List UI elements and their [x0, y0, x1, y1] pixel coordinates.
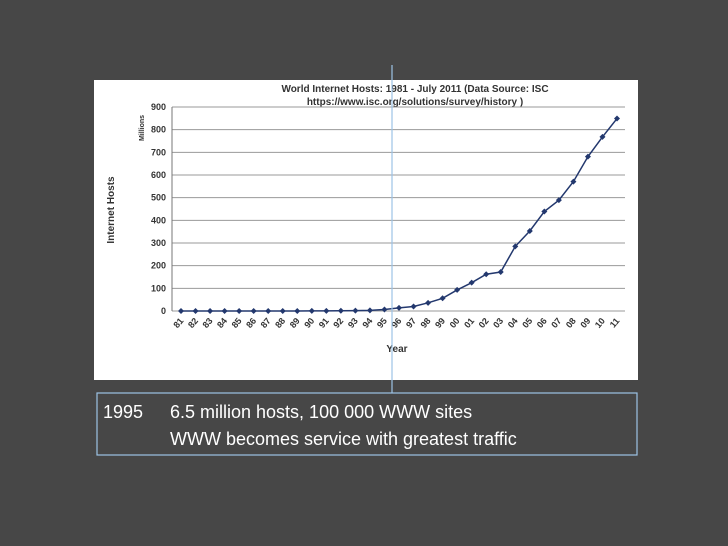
y-tick-label: 0 [161, 306, 166, 316]
x-tick-label: 88 [273, 316, 287, 330]
chart-subtitle: https://www.isc.org/solutions/survey/his… [307, 97, 523, 108]
data-point [337, 307, 344, 314]
x-tick-label: 92 [331, 316, 345, 330]
y-tick-label: 800 [151, 125, 166, 135]
y-tick-label: 900 [151, 102, 166, 112]
x-tick-label: 02 [477, 316, 491, 330]
x-tick-label: 06 [535, 316, 549, 330]
caption-line: WWW becomes service with greatest traffi… [170, 429, 517, 449]
x-tick-label: 89 [288, 316, 302, 330]
chart: World Internet Hosts: 1981 - July 2011 (… [106, 84, 625, 355]
data-point [279, 308, 286, 314]
x-tick-label: 07 [549, 316, 563, 330]
data-point [483, 271, 490, 278]
data-point [308, 307, 315, 314]
data-point [236, 308, 243, 314]
caption-box [96, 392, 638, 456]
x-tick-label: 05 [520, 316, 534, 330]
chart-title: World Internet Hosts: 1981 - July 2011 (… [281, 84, 548, 95]
data-point [294, 307, 301, 314]
x-tick-label: 82 [186, 316, 200, 330]
x-tick-label: 83 [201, 316, 215, 330]
x-tick-label: 97 [404, 316, 418, 330]
x-tick-label: 93 [346, 316, 360, 330]
data-point [352, 307, 359, 314]
data-point [381, 306, 388, 313]
data-point [265, 308, 272, 314]
data-point [526, 227, 533, 234]
x-axis-label: Year [386, 344, 407, 355]
y-tick-label: 300 [151, 238, 166, 248]
data-point [555, 197, 562, 204]
data-point [454, 286, 461, 293]
x-tick-label: 03 [491, 316, 505, 330]
x-tick-label: 96 [389, 316, 403, 330]
x-tick-label: 09 [578, 316, 592, 330]
x-tick-label: 04 [506, 316, 520, 330]
data-point [396, 304, 402, 311]
caption-year: 1995 [103, 402, 143, 422]
data-point [439, 295, 446, 302]
chart-image [94, 80, 638, 380]
data-point [366, 307, 373, 314]
x-tick-label: 08 [564, 316, 578, 330]
y-unit-label: Millions [139, 115, 146, 141]
y-tick-label: 600 [151, 170, 166, 180]
data-point [207, 308, 214, 314]
caption-line: 6.5 million hosts, 100 000 WWW sites [170, 402, 472, 422]
x-tick-label: 99 [433, 316, 447, 330]
x-tick-label: 98 [419, 316, 433, 330]
data-point [323, 307, 330, 314]
x-tick-label: 81 [171, 316, 185, 330]
x-tick-label: 00 [448, 316, 462, 330]
y-tick-label: 400 [151, 215, 166, 225]
data-point [178, 308, 184, 314]
data-point [570, 178, 577, 185]
x-tick-label: 95 [375, 316, 389, 330]
x-tick-label: 85 [230, 316, 244, 330]
x-tick-label: 91 [317, 316, 331, 330]
x-tick-label: 87 [259, 316, 273, 330]
x-tick-label: 01 [462, 316, 476, 330]
data-point [221, 308, 228, 314]
data-point [192, 308, 199, 314]
data-point [614, 115, 620, 122]
y-tick-label: 700 [151, 147, 166, 157]
y-tick-label: 500 [151, 193, 166, 203]
data-point [250, 308, 257, 314]
x-tick-label: 10 [593, 316, 607, 330]
data-point [584, 153, 591, 160]
x-tick-label: 86 [244, 316, 258, 330]
data-point [512, 243, 519, 250]
x-tick-label: 84 [215, 316, 229, 330]
data-point [541, 208, 548, 215]
data-point [497, 269, 504, 276]
data-point [410, 303, 417, 310]
y-tick-label: 200 [151, 261, 166, 271]
y-axis-label: Internet Hosts [106, 176, 117, 244]
data-point [468, 279, 475, 286]
x-tick-label: 94 [360, 316, 374, 330]
x-tick-label: 90 [302, 316, 316, 330]
y-tick-label: 100 [151, 283, 166, 293]
data-point [425, 299, 432, 306]
data-point [599, 133, 606, 140]
